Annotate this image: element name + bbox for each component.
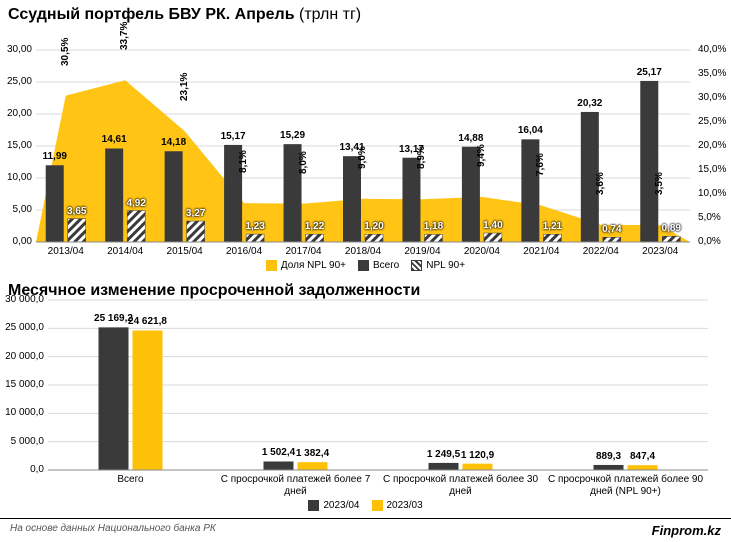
footer-source: На основе данных Национального банка РК <box>10 523 216 538</box>
chart2-legend: 2023/042023/03 <box>0 500 731 514</box>
footer-brand: Finprom.kz <box>652 523 721 538</box>
chart2: 0,05 000,010 000,015 000,020 000,025 000… <box>0 0 731 520</box>
footer: На основе данных Национального банка РК … <box>0 518 731 542</box>
